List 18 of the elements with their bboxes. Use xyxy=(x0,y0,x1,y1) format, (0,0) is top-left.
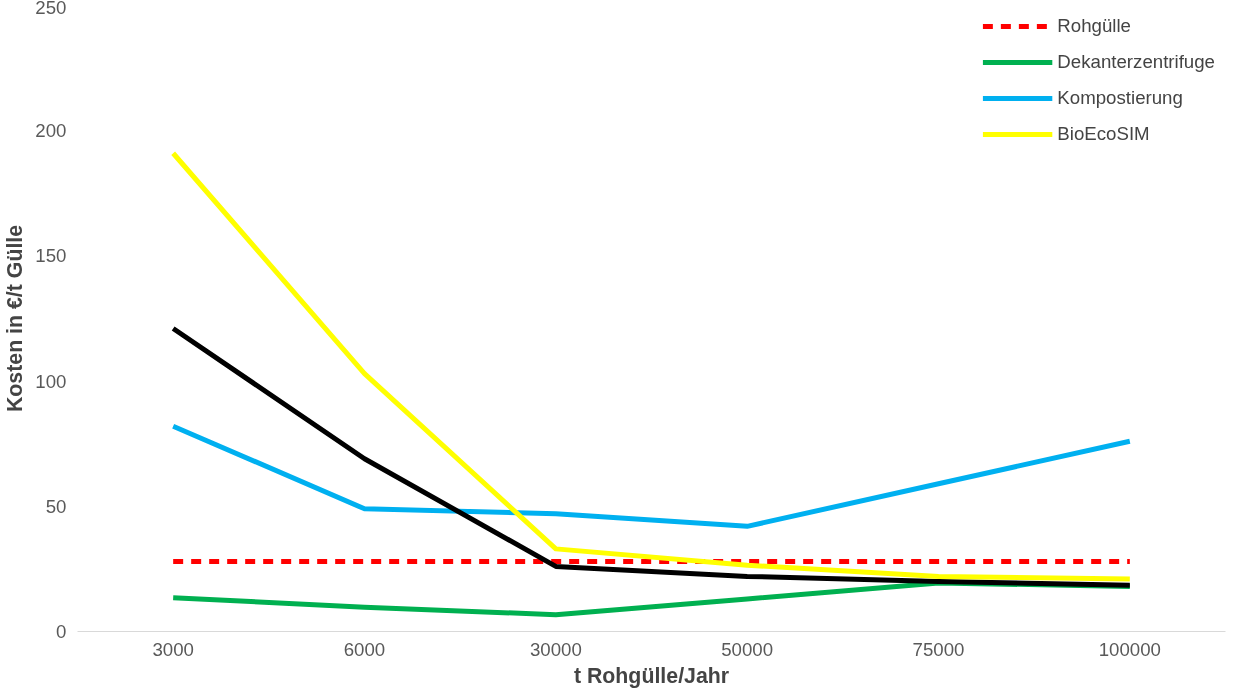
y-tick-label: 200 xyxy=(35,120,67,142)
y-tick-label: 250 xyxy=(35,0,67,18)
x-tick-label: 100000 xyxy=(1098,638,1161,660)
x-axis-title: t Rohgülle/Jahr xyxy=(573,663,730,688)
x-tick-label: 30000 xyxy=(529,638,582,660)
legend-label: Kompostierung xyxy=(1057,87,1183,109)
legend-label: BioEcoSIM xyxy=(1057,123,1150,145)
legend-label: Dekanterzentrifuge xyxy=(1057,51,1215,73)
y-tick-label: 150 xyxy=(35,245,67,267)
y-tick-label: 0 xyxy=(56,621,67,642)
x-tick-label: 6000 xyxy=(343,638,386,660)
legend-label: Rohgülle xyxy=(1057,15,1132,37)
y-tick-label: 100 xyxy=(35,370,67,392)
x-tick-label: 50000 xyxy=(721,638,774,660)
y-axis-title: Kosten in €/t Gülle xyxy=(3,224,28,413)
x-tick-label: 3000 xyxy=(152,638,194,660)
y-tick-label: 50 xyxy=(45,495,67,517)
x-tick-label: 75000 xyxy=(912,638,965,660)
